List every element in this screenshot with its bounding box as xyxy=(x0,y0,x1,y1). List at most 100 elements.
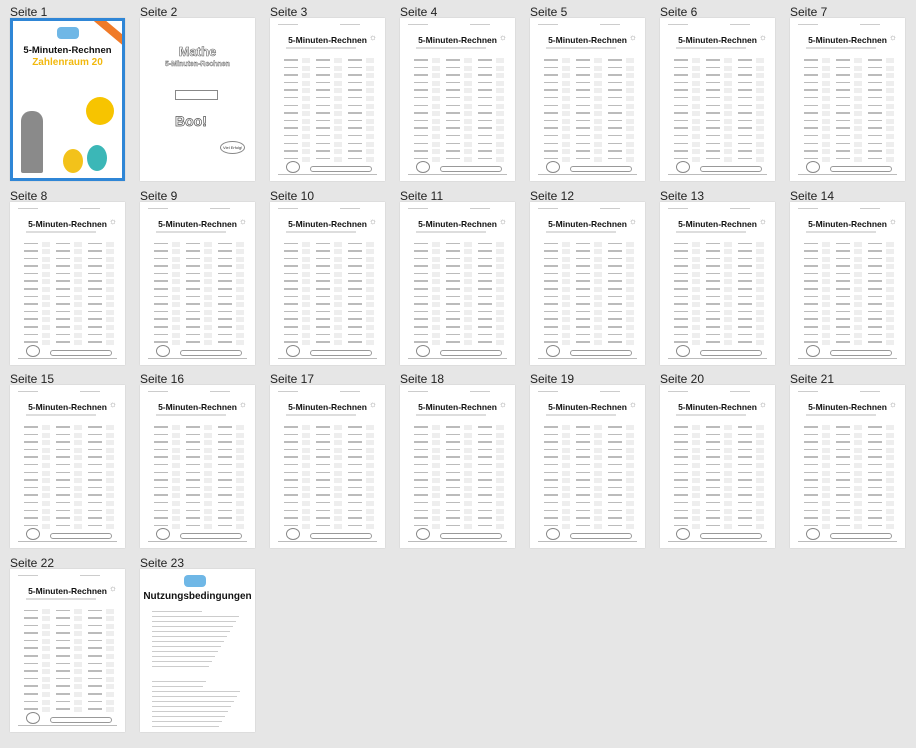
problem xyxy=(544,484,572,492)
page-preview[interactable]: 5-Minuten-Rechnen ☼ xyxy=(530,385,645,548)
page-thumbnail-7[interactable]: Seite 7 5-Minuten-Rechnen ☼ xyxy=(790,0,916,183)
problem xyxy=(868,331,896,339)
page-preview[interactable]: 5-Minuten-Rechnen ☼ xyxy=(790,385,905,548)
page-preview[interactable]: 5-Minuten-Rechnen ☼ xyxy=(530,201,645,365)
problem xyxy=(56,277,84,285)
problem xyxy=(414,461,442,469)
problem xyxy=(836,315,864,323)
problem xyxy=(88,491,116,499)
page-preview[interactable]: 5-Minuten-Rechnen ☼ xyxy=(10,568,125,732)
problem xyxy=(154,484,182,492)
page-thumbnail-16[interactable]: Seite 16 5-Minuten-Rechnen ☼ xyxy=(140,367,270,550)
page-thumbnail-18[interactable]: Seite 18 5-Minuten-Rechnen ☼ xyxy=(400,367,530,550)
page-preview[interactable]: 5-Minuten-Rechnen ☼ xyxy=(140,385,255,548)
page-preview[interactable]: 5-Minuten-Rechnen ☼ xyxy=(660,385,775,548)
page-preview[interactable]: 5-Minuten-Rechnen ☼ xyxy=(140,201,255,365)
problem xyxy=(804,514,832,522)
problem xyxy=(154,262,182,270)
problem xyxy=(154,285,182,293)
page-thumbnail-5[interactable]: Seite 5 5-Minuten-Rechnen ☼ xyxy=(530,0,660,183)
problem xyxy=(24,293,52,301)
page-thumbnail-10[interactable]: Seite 10 5-Minuten-Rechnen ☼ xyxy=(270,184,400,367)
problem xyxy=(836,323,864,331)
problem-column xyxy=(88,240,116,346)
page-preview[interactable]: Nutzungsbedingungen xyxy=(140,568,255,732)
page-preview[interactable]: 5-Minuten-Rechnen ☼ xyxy=(400,201,515,365)
monster-illustration xyxy=(286,528,300,540)
problem xyxy=(544,476,572,484)
problem xyxy=(24,300,52,308)
page-thumbnail-13[interactable]: Seite 13 5-Minuten-Rechnen ☼ xyxy=(660,184,790,367)
logo xyxy=(57,27,79,39)
problem xyxy=(414,431,442,439)
problem xyxy=(88,331,116,339)
problem xyxy=(186,438,214,446)
ground-line xyxy=(668,541,767,542)
page-preview[interactable]: 5-Minuten-Rechnen ☼ xyxy=(790,18,905,181)
problem xyxy=(414,124,442,132)
page-thumbnail-23[interactable]: Seite 23 Nutzungsbedingungen xyxy=(140,551,270,734)
monster-illustration xyxy=(546,161,560,173)
page-preview[interactable]: 5-Minuten-Rechnen ☼ xyxy=(790,201,905,365)
monster-illustration xyxy=(416,344,430,357)
problem xyxy=(414,285,442,293)
page-thumbnail-17[interactable]: Seite 17 5-Minuten-Rechnen ☼ xyxy=(270,367,400,550)
page-thumbnail-11[interactable]: Seite 11 5-Minuten-Rechnen ☼ xyxy=(400,184,530,367)
problem xyxy=(478,461,506,469)
page-preview[interactable]: 5-Minuten-Rechnen ☼ xyxy=(530,18,645,181)
problem xyxy=(56,461,84,469)
problem xyxy=(24,323,52,331)
problem xyxy=(738,331,766,339)
problem-column xyxy=(316,423,344,529)
problem xyxy=(674,56,702,64)
page-thumbnail-2[interactable]: Seite 2 Mathe 5-Minuten-Rechnen Boo! Vie… xyxy=(140,0,270,183)
problem xyxy=(284,507,312,515)
problem xyxy=(674,262,702,270)
page-preview[interactable]: 5-Minuten-Rechnen ☼ xyxy=(400,385,515,548)
page-thumbnail-1[interactable]: Seite 1 5-Minuten-Rechnen Zahlenraum 20 xyxy=(10,0,140,183)
problem xyxy=(56,315,84,323)
page-thumbnail-20[interactable]: Seite 20 5-Minuten-Rechnen ☼ xyxy=(660,367,790,550)
problem xyxy=(316,240,344,248)
page-preview[interactable]: 5-Minuten-Rechnen ☼ xyxy=(400,18,515,181)
problem xyxy=(836,431,864,439)
page-preview[interactable]: 5-Minuten-Rechnen ☼ xyxy=(270,18,385,181)
problem xyxy=(478,484,506,492)
problem xyxy=(804,453,832,461)
problem xyxy=(804,438,832,446)
page-preview[interactable]: 5-Minuten-Rechnen ☼ xyxy=(10,201,125,365)
ground-line xyxy=(148,541,247,542)
problem xyxy=(218,315,246,323)
instruction-line xyxy=(676,230,746,233)
page-thumbnail-12[interactable]: Seite 12 5-Minuten-Rechnen ☼ xyxy=(530,184,660,367)
page-preview[interactable]: Mathe 5-Minuten-Rechnen Boo! Viel Erfolg… xyxy=(140,18,255,181)
problem xyxy=(608,64,636,72)
problem xyxy=(738,109,766,117)
page-preview[interactable]: 5-Minuten-Rechnen ☼ xyxy=(10,385,125,548)
page-preview[interactable]: 5-Minuten-Rechnen ☼ xyxy=(660,18,775,181)
problem xyxy=(446,71,474,79)
problem xyxy=(446,461,474,469)
page-thumbnail-14[interactable]: Seite 14 5-Minuten-Rechnen ☼ xyxy=(790,184,916,367)
problem xyxy=(544,507,572,515)
problem xyxy=(88,652,116,660)
page-thumbnail-21[interactable]: Seite 21 5-Minuten-Rechnen ☼ xyxy=(790,367,916,550)
page-thumbnail-4[interactable]: Seite 4 5-Minuten-Rechnen ☼ xyxy=(400,0,530,183)
page-thumbnail-6[interactable]: Seite 6 5-Minuten-Rechnen ☼ xyxy=(660,0,790,183)
problem xyxy=(674,132,702,140)
monster-illustration xyxy=(546,344,560,357)
problem xyxy=(544,247,572,255)
page-thumbnail-15[interactable]: Seite 15 5-Minuten-Rechnen ☼ xyxy=(10,367,140,550)
page-preview[interactable]: 5-Minuten-Rechnen ☼ xyxy=(660,201,775,365)
problem xyxy=(738,155,766,163)
page-thumbnail-19[interactable]: Seite 19 5-Minuten-Rechnen ☼ xyxy=(530,367,660,550)
page-preview[interactable]: 5-Minuten-Rechnen ☼ xyxy=(270,201,385,365)
date-line xyxy=(470,391,490,392)
page-thumbnail-9[interactable]: Seite 9 5-Minuten-Rechnen ☼ xyxy=(140,184,270,367)
problem xyxy=(608,132,636,140)
page-thumbnail-3[interactable]: Seite 3 5-Minuten-Rechnen ☼ xyxy=(270,0,400,183)
page-thumbnail-8[interactable]: Seite 8 5-Minuten-Rechnen ☼ xyxy=(10,184,140,367)
page-preview[interactable]: 5-Minuten-Rechnen Zahlenraum 20 xyxy=(10,18,125,181)
page-preview[interactable]: 5-Minuten-Rechnen ☼ xyxy=(270,385,385,548)
page-thumbnail-22[interactable]: Seite 22 5-Minuten-Rechnen ☼ xyxy=(10,551,140,734)
